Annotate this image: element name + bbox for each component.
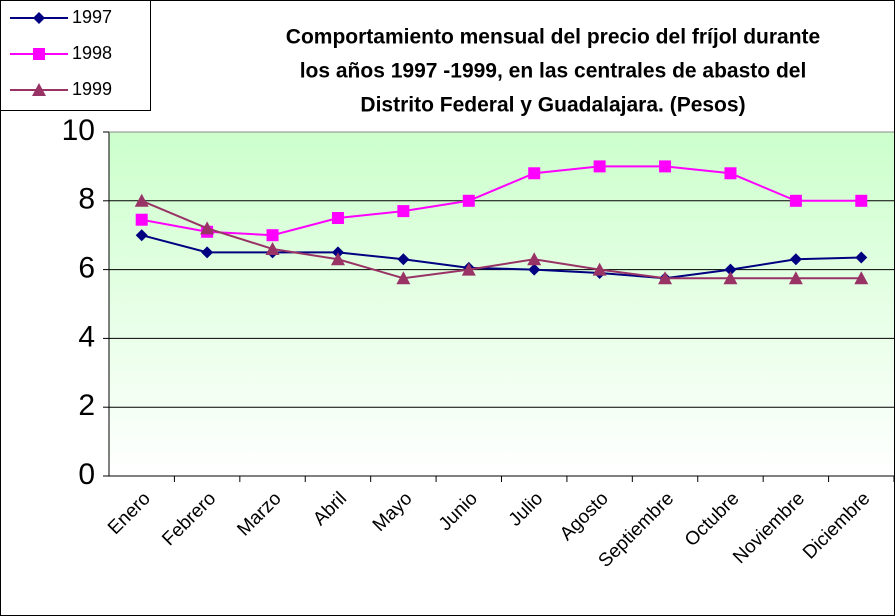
data-point [528,263,541,276]
legend-marker [33,12,45,24]
data-point [135,213,148,226]
data-point [461,262,476,276]
y-tick-label: 6 [78,252,95,285]
plot-area [109,132,894,476]
data-point [789,253,802,266]
data-point [723,271,738,285]
data-point [331,212,344,224]
data-point [855,194,868,207]
data-point [397,253,410,266]
data-point [200,221,215,235]
chart-title: Comportamiento mensual del precio del fr… [286,26,820,49]
legend-marker [32,83,46,96]
data-point [593,160,606,173]
y-tick-label: 4 [78,320,95,353]
y-tick-label: 10 [62,114,95,147]
data-point [592,262,607,276]
data-point [462,194,475,207]
y-tick-label: 2 [78,389,95,422]
legend-label: 1998 [72,43,112,63]
legend-marker [33,48,45,60]
data-point [397,205,410,218]
series-line [141,234,862,280]
data-point [396,271,411,285]
data-point [134,193,149,207]
data-point [724,263,737,276]
data-point [789,194,802,207]
y-tick-label: 0 [78,458,95,491]
data-point [330,252,345,266]
data-point [788,271,803,285]
chart-title: Distrito Federal y Guadalajara. (Pesos) [360,94,745,117]
data-point [135,229,148,242]
y-tick-label: 8 [78,183,95,216]
data-point [527,252,542,266]
data-point [528,167,541,180]
data-point [659,160,672,173]
chart-title: los años 1997 -1999, en las centrales de… [300,60,807,83]
series-line [141,165,862,237]
data-point [266,229,279,242]
data-point [265,241,280,255]
legend-label: 1999 [72,79,112,99]
data-point [854,271,869,285]
legend-label: 1997 [72,7,112,27]
data-point [658,271,673,285]
data-point [855,251,868,264]
title-group: Comportamiento mensual del precio del fr… [286,26,820,117]
data-point [724,167,737,180]
data-point [201,246,214,259]
series-line [141,199,862,280]
